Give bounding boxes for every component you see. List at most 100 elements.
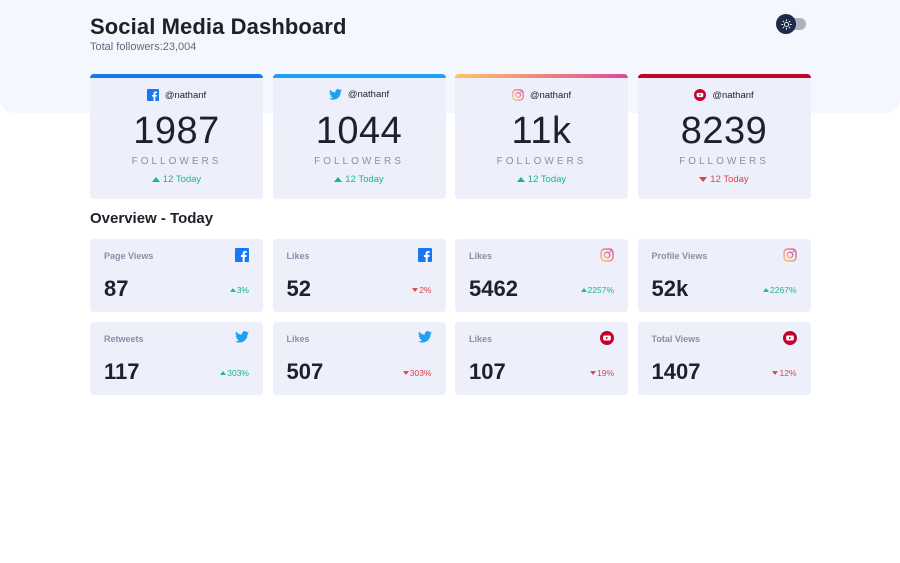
- change-text: 12%: [779, 368, 797, 378]
- sun-icon[interactable]: [776, 14, 796, 34]
- facebook-icon: [146, 89, 159, 101]
- card-handle: @nathanf: [455, 89, 628, 101]
- change-text: 12 Today: [345, 174, 384, 185]
- change-text: 2%: [419, 285, 432, 295]
- follower-change: 12 Today: [455, 174, 628, 185]
- metric-change: 3%: [229, 285, 249, 295]
- metric-label: Likes: [469, 251, 493, 261]
- card-handle: @nathanf: [638, 89, 811, 101]
- followers-label: FOLLOWERS: [496, 156, 587, 167]
- card-accent-bar: [455, 74, 628, 78]
- metric-change: 2257%: [580, 285, 614, 295]
- metric-change: 12%: [772, 368, 797, 378]
- follower-count: 11k: [511, 110, 572, 152]
- overview-card[interactable]: Profile Views 52k 2267%: [637, 239, 811, 312]
- follower-card-instagram[interactable]: @nathanf 11k FOLLOWERS 12 Today: [455, 74, 628, 199]
- change-text: 12 Today: [710, 174, 749, 185]
- metric-value: 107: [469, 359, 506, 384]
- followers-label: FOLLOWERS: [314, 156, 404, 167]
- metric-value: 52k: [651, 276, 689, 301]
- arrow-up-icon: [220, 371, 227, 375]
- arrow-up-icon: [229, 288, 236, 292]
- instagram-icon: [512, 89, 524, 101]
- metric-value: 1407: [651, 359, 701, 384]
- youtube-icon: [782, 331, 797, 345]
- overview-card[interactable]: Retweets 117 303%: [90, 322, 263, 395]
- follower-count: 8239: [680, 110, 768, 152]
- change-text: 3%: [236, 285, 249, 295]
- metric-label: Likes: [469, 334, 493, 344]
- theme-toggle[interactable]: [776, 14, 806, 34]
- overview-card[interactable]: Likes 107 19%: [455, 322, 628, 395]
- metric-value: 507: [286, 359, 324, 384]
- change-text: 2267%: [770, 285, 797, 295]
- overview-card[interactable]: Page Views 87 3%: [90, 239, 263, 312]
- arrow-up-icon: [763, 288, 770, 292]
- overview-card[interactable]: Likes 5462 2257%: [455, 239, 628, 312]
- twitter-icon: [417, 331, 432, 345]
- twitter-icon: [328, 89, 342, 100]
- dashboard: Social Media Dashboard Total followers:2…: [90, 0, 811, 395]
- metric-label: Total Views: [651, 334, 701, 344]
- instagram-icon: [600, 248, 614, 262]
- metric-change: 2267%: [763, 285, 797, 295]
- card-handle: @nathanf: [90, 89, 263, 101]
- change-text: 303%: [409, 368, 432, 378]
- metric-change: 303%: [220, 368, 249, 378]
- change-text: 19%: [596, 368, 614, 378]
- follower-change: 12 Today: [638, 174, 811, 185]
- overview-card[interactable]: Likes 507 303%: [272, 322, 446, 395]
- card-handle: @nathanf: [273, 89, 446, 100]
- metric-label: Page Views: [104, 251, 154, 261]
- metric-label: Retweets: [104, 334, 144, 344]
- metric-label: Likes: [286, 334, 310, 344]
- metric-label: Likes: [286, 251, 310, 261]
- card-accent-bar: [90, 74, 263, 78]
- arrow-up-icon: [334, 177, 343, 182]
- follower-count: 1987: [133, 110, 220, 152]
- change-text: 303%: [227, 368, 249, 378]
- metric-change: 19%: [589, 368, 614, 378]
- handle-text: @nathanf: [529, 89, 572, 101]
- twitter-icon: [235, 331, 249, 345]
- metric-value: 117: [104, 359, 140, 384]
- arrow-down-icon: [402, 371, 409, 375]
- facebook-icon: [235, 248, 249, 262]
- metric-value: 5462: [469, 276, 518, 301]
- follower-card-facebook[interactable]: @nathanf 1987 FOLLOWERS 12 Today: [90, 74, 263, 199]
- arrow-down-icon: [589, 371, 596, 375]
- arrow-up-icon: [516, 177, 525, 182]
- overview-title: Overview - Today: [90, 210, 214, 227]
- follower-count: 1044: [315, 110, 403, 152]
- overview-card[interactable]: Total Views 1407 12%: [637, 322, 811, 395]
- header: Social Media Dashboard Total followers:2…: [90, 0, 810, 74]
- follower-change: 12 Today: [273, 174, 446, 185]
- follower-card-twitter[interactable]: @nathanf 1044 FOLLOWERS 12 Today: [272, 74, 446, 199]
- youtube-icon: [694, 89, 707, 101]
- handle-text: @nathanf: [712, 89, 754, 101]
- arrow-down-icon: [412, 288, 419, 292]
- overview-card[interactable]: Likes 52 2%: [272, 239, 446, 312]
- change-text: 12 Today: [162, 174, 202, 185]
- metric-change: 2%: [412, 285, 432, 295]
- handle-text: @nathanf: [164, 89, 207, 101]
- instagram-icon: [782, 248, 797, 262]
- total-followers: Total followers:23,004: [90, 41, 197, 53]
- arrow-down-icon: [699, 177, 708, 182]
- followers-label: FOLLOWERS: [131, 156, 222, 167]
- card-accent-bar: [637, 74, 811, 78]
- arrow-up-icon: [151, 177, 160, 182]
- youtube-icon: [600, 331, 614, 345]
- metric-label: Profile Views: [651, 251, 708, 261]
- metric-change: 303%: [402, 368, 432, 378]
- followers-label: FOLLOWERS: [679, 156, 769, 167]
- page-title: Social Media Dashboard: [90, 14, 347, 39]
- arrow-down-icon: [772, 371, 779, 375]
- handle-text: @nathanf: [347, 89, 390, 100]
- metric-value: 52: [286, 276, 311, 301]
- arrow-up-icon: [580, 288, 587, 292]
- card-accent-bar: [272, 74, 446, 78]
- follower-card-youtube[interactable]: @nathanf 8239 FOLLOWERS 12 Today: [637, 74, 811, 199]
- facebook-icon: [417, 248, 432, 262]
- follower-cards: @nathanf 1987 FOLLOWERS 12 Today @nathan…: [90, 74, 811, 199]
